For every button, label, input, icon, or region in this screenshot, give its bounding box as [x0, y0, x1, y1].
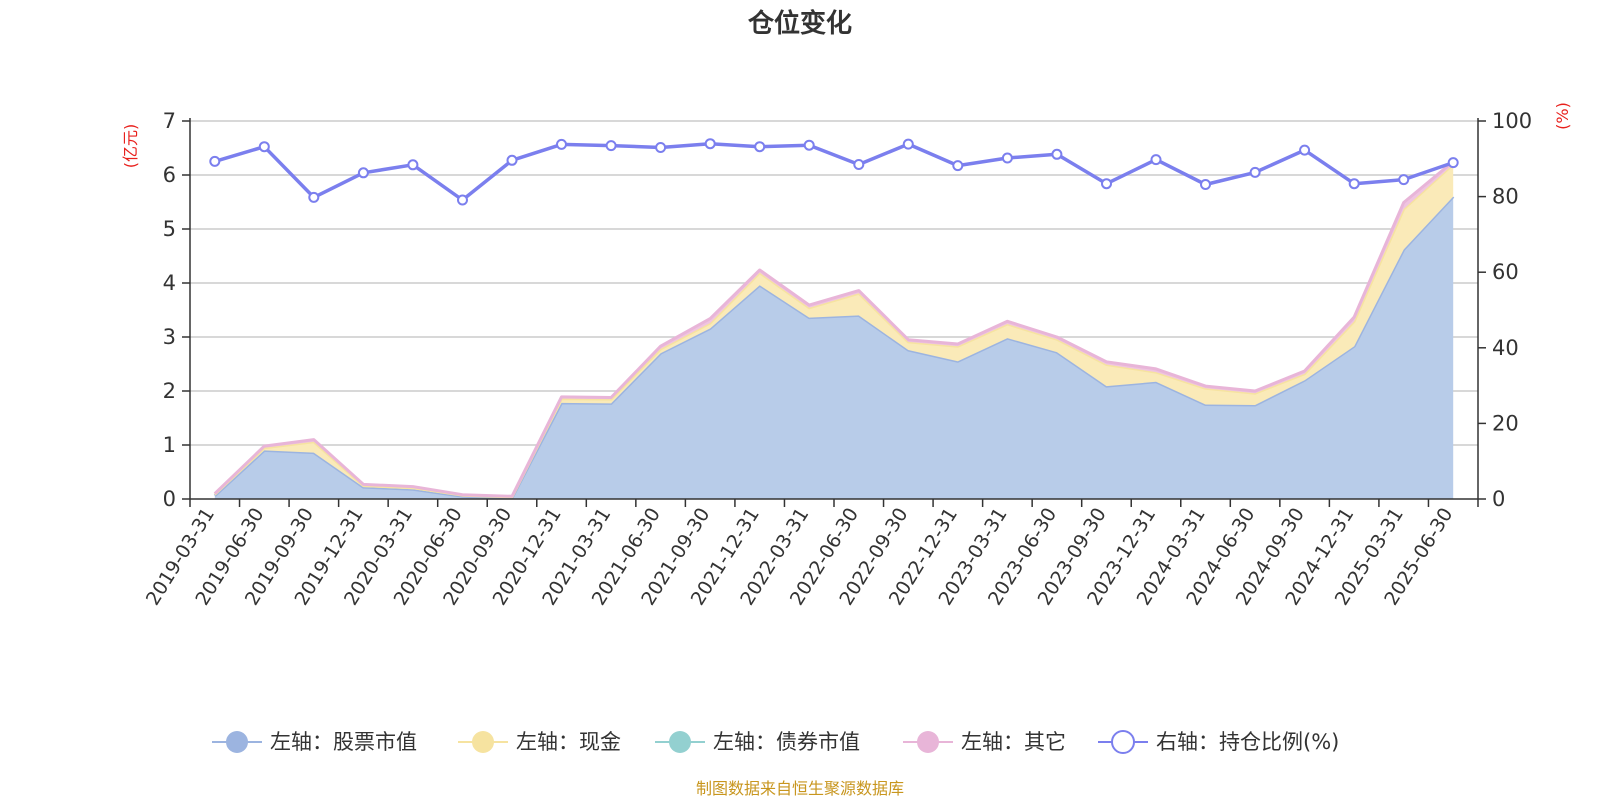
right-axis-unit: (%) — [1553, 102, 1572, 130]
ratio-point — [258, 141, 270, 153]
right-tick-label: 60 — [1492, 260, 1519, 284]
ratio-series — [209, 138, 1459, 206]
ratio-point — [209, 155, 221, 167]
legend-marker — [472, 731, 494, 753]
left-tick-label: 7 — [163, 109, 176, 133]
ratio-point — [1001, 152, 1013, 164]
legend: 左轴：股票市值 左轴：现金 左轴：债券市值 左轴：其它 右轴：持仓比例(%) — [212, 730, 1339, 754]
ratio-point — [1051, 148, 1063, 160]
ratio-point — [1299, 144, 1311, 156]
ratio-point — [902, 138, 914, 150]
legend-label: 左轴：债券市值 — [713, 730, 860, 754]
left-tick-label: 0 — [163, 487, 176, 511]
ratio-point — [457, 194, 468, 206]
right-tick-label: 80 — [1492, 185, 1519, 209]
ratio-point — [1101, 178, 1112, 190]
ratio-point — [704, 138, 716, 150]
legend-label: 右轴：持仓比例(%) — [1156, 730, 1339, 754]
ratio-point — [407, 159, 419, 171]
right-tick-label: 20 — [1492, 411, 1519, 435]
left-tick-label: 1 — [163, 433, 176, 457]
area-line-series-3 — [213, 160, 1455, 498]
ratio-point — [605, 140, 617, 152]
stacked-areas — [213, 160, 1455, 500]
legend-label: 左轴：股票市值 — [270, 730, 417, 754]
ratio-point — [357, 167, 369, 179]
ratio-point — [1447, 157, 1459, 169]
right-tick-label: 0 — [1492, 487, 1505, 511]
ratio-point — [754, 141, 766, 153]
left-tick-label: 4 — [163, 271, 176, 295]
ratio-point — [803, 139, 815, 151]
ratio-point — [506, 154, 518, 166]
ratio-point — [556, 138, 567, 150]
left-tick-label: 3 — [163, 325, 176, 349]
ratio-point — [308, 191, 320, 203]
ratio-point — [853, 159, 865, 170]
ratio-line — [214, 141, 1454, 202]
ratio-point — [952, 160, 964, 172]
legend-marker — [226, 731, 248, 753]
chart-title: 仓位变化 — [747, 8, 852, 39]
left-tick-label: 5 — [163, 217, 176, 241]
ratio-point — [1398, 174, 1410, 186]
ratio-point — [1249, 166, 1261, 178]
ratio-point — [655, 142, 667, 153]
left-tick-label: 2 — [163, 379, 176, 403]
legend-marker — [669, 731, 691, 753]
legend-label: 左轴：其它 — [961, 730, 1066, 754]
legend-label: 左轴：现金 — [516, 730, 621, 754]
area-series-0 — [214, 196, 1454, 499]
ratio-point — [1200, 179, 1211, 190]
legend-marker — [917, 731, 939, 753]
legend-marker-hollow — [1111, 730, 1135, 754]
right-tick-label: 100 — [1492, 109, 1532, 133]
ratio-point — [1348, 178, 1360, 190]
ratio-point — [1150, 154, 1162, 166]
right-tick-label: 40 — [1492, 336, 1519, 360]
source-note: 制图数据来自恒生聚源数据库 — [696, 779, 904, 798]
left-axis-unit: (亿元) — [121, 124, 140, 169]
left-tick-label: 6 — [163, 163, 176, 187]
